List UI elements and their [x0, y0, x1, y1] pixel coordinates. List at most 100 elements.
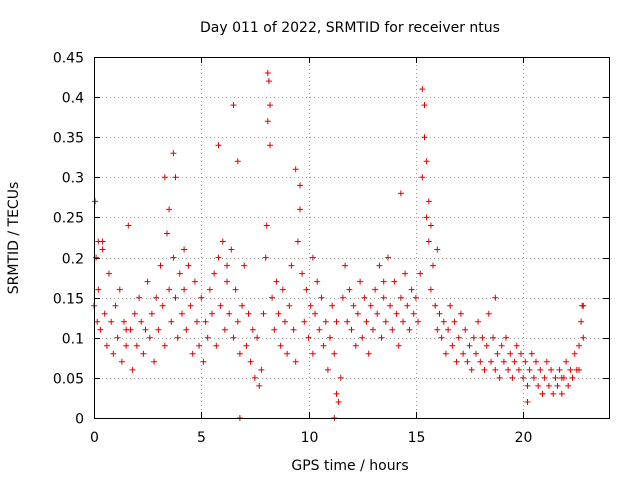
data-point	[263, 222, 270, 229]
data-point	[200, 358, 207, 365]
data-point	[569, 374, 576, 381]
data-point	[483, 342, 490, 349]
data-point	[198, 294, 205, 301]
data-point	[518, 350, 524, 357]
data-point	[121, 318, 127, 325]
data-point	[391, 278, 398, 285]
data-point	[140, 350, 147, 357]
data-point	[430, 262, 436, 269]
data-point	[548, 366, 555, 373]
data-point	[500, 358, 507, 365]
data-point	[475, 318, 482, 325]
data-point	[187, 302, 194, 309]
data-point	[556, 366, 563, 373]
data-point	[164, 230, 170, 237]
data-point	[320, 342, 327, 349]
data-point	[470, 334, 477, 341]
data-point	[230, 102, 237, 109]
y-tick-label: 0.05	[53, 372, 84, 388]
data-point	[153, 294, 160, 301]
data-point	[419, 86, 426, 93]
data-point	[558, 390, 565, 397]
data-point	[380, 278, 387, 285]
data-point	[530, 374, 537, 381]
data-point	[294, 238, 301, 245]
data-point	[442, 350, 449, 357]
data-point	[181, 286, 188, 293]
data-point	[380, 294, 387, 301]
data-point	[277, 342, 284, 349]
data-point	[408, 286, 415, 293]
data-point	[477, 358, 484, 365]
data-point	[262, 254, 269, 261]
data-point	[264, 118, 271, 125]
data-point	[496, 374, 503, 381]
data-point	[148, 310, 155, 317]
data-point	[576, 342, 582, 349]
data-point	[309, 350, 316, 357]
data-point	[299, 270, 306, 277]
data-point	[333, 390, 340, 397]
data-point	[284, 350, 291, 357]
y-tick-label: 0.1	[62, 332, 84, 348]
data-point	[234, 318, 241, 325]
data-point	[234, 158, 241, 165]
data-point	[123, 326, 130, 333]
data-point	[236, 350, 243, 357]
data-point	[136, 294, 143, 301]
data-point	[125, 222, 132, 229]
data-point	[267, 142, 273, 149]
data-point	[219, 238, 226, 245]
data-point	[466, 342, 473, 349]
data-point	[552, 374, 559, 381]
data-point	[492, 294, 499, 301]
data-point	[357, 278, 364, 285]
data-point	[279, 286, 286, 293]
data-point	[292, 358, 299, 365]
data-point	[421, 102, 428, 109]
data-point	[138, 318, 145, 325]
data-point	[412, 294, 419, 301]
data-point	[118, 358, 125, 365]
data-point	[95, 238, 102, 245]
data-point	[382, 318, 389, 325]
data-point	[94, 318, 101, 325]
data-point	[204, 334, 211, 341]
data-point	[524, 382, 531, 389]
data-point	[251, 374, 258, 381]
data-points	[91, 70, 587, 421]
data-point	[131, 310, 138, 317]
data-point	[567, 366, 574, 373]
data-point	[161, 342, 168, 349]
data-point	[166, 286, 173, 293]
data-point	[468, 366, 475, 373]
data-point	[92, 198, 99, 205]
data-point	[363, 318, 370, 325]
grid-lines	[94, 57, 609, 418]
data-point	[464, 358, 471, 365]
data-point	[243, 342, 250, 349]
data-point	[449, 342, 456, 349]
data-point	[116, 286, 123, 293]
data-point	[539, 390, 546, 397]
data-point	[393, 310, 400, 317]
data-point	[211, 270, 218, 277]
data-point	[228, 246, 235, 253]
axis-ticks	[94, 57, 609, 419]
data-point	[425, 238, 432, 245]
data-point	[376, 262, 383, 269]
y-axis-label: SRMTID / TECUs	[6, 182, 22, 295]
y-tick-label: 0.25	[53, 211, 84, 227]
data-point	[146, 334, 153, 341]
data-point	[307, 302, 314, 309]
data-point	[372, 286, 379, 293]
data-point	[303, 286, 310, 293]
data-point	[95, 286, 102, 293]
data-point	[224, 262, 230, 269]
data-point	[494, 350, 501, 357]
data-point	[129, 366, 136, 373]
data-point	[359, 334, 366, 341]
data-point	[309, 254, 316, 261]
data-point	[224, 278, 230, 285]
data-point	[264, 70, 271, 76]
